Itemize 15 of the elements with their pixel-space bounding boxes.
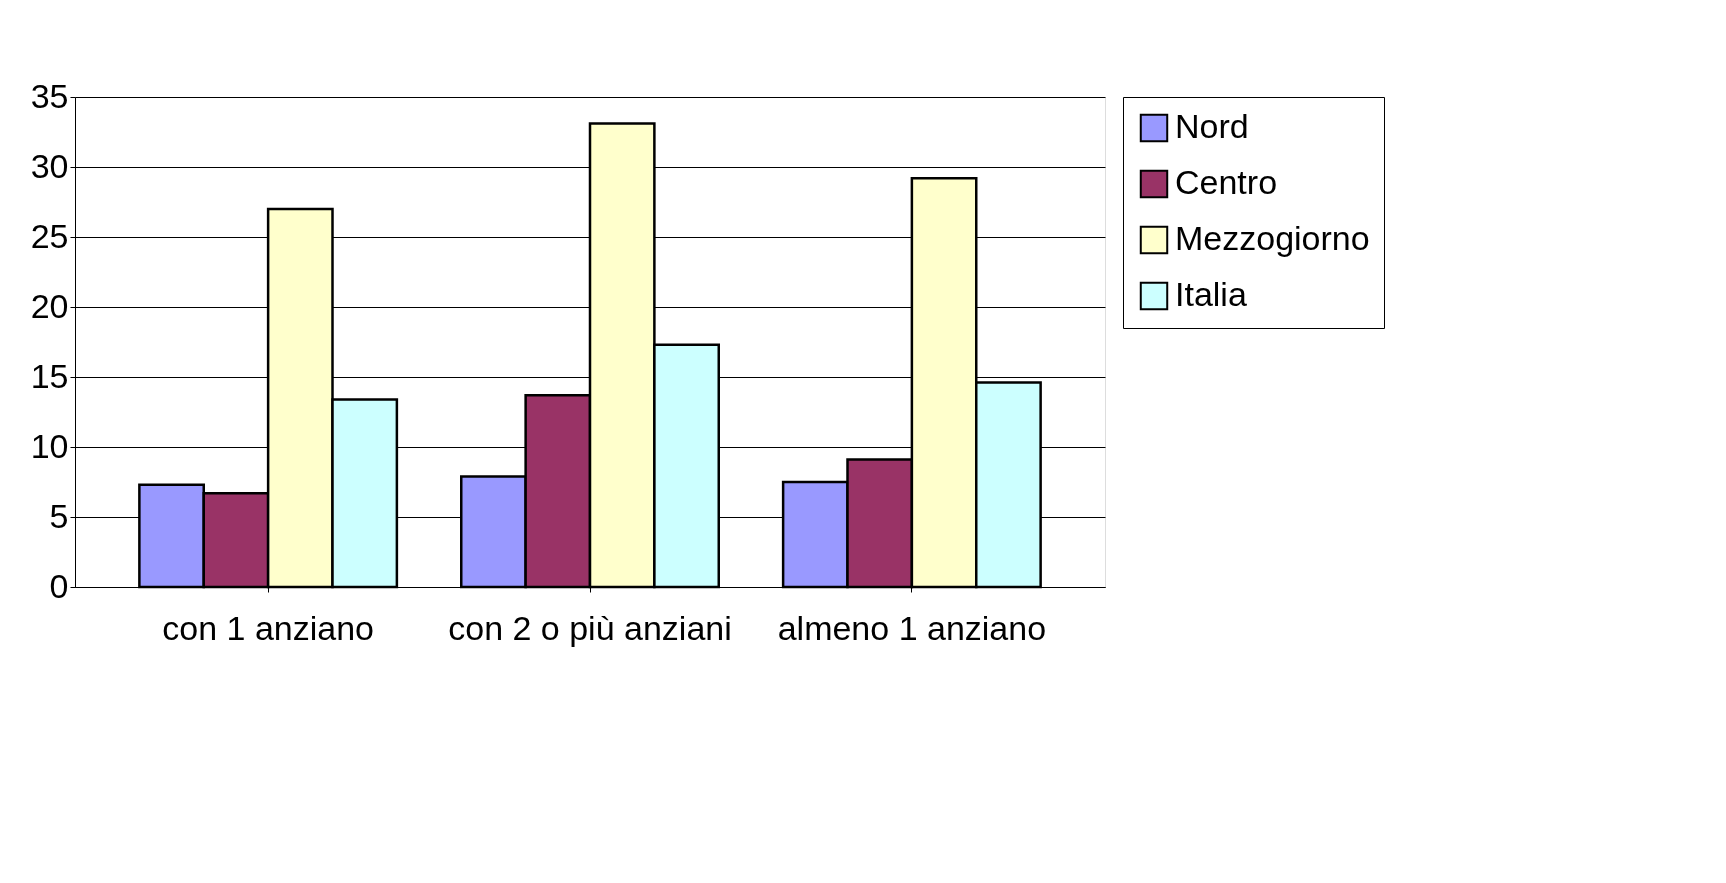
y-tick-label: 5 xyxy=(49,496,69,535)
y-tick-label: 10 xyxy=(30,426,69,465)
y-tick-label: 20 xyxy=(30,286,69,325)
legend-label: Centro xyxy=(1175,163,1278,201)
legend-label: Nord xyxy=(1175,107,1249,145)
x-tick-label: almeno 1 anziano xyxy=(777,608,1047,647)
y-tick-label: 35 xyxy=(30,76,69,115)
legend-label: Italia xyxy=(1175,275,1247,313)
y-tick-label: 0 xyxy=(49,566,69,605)
y-tick-label: 25 xyxy=(30,216,69,255)
legend-label: Mezzogiorno xyxy=(1175,219,1370,257)
x-tick-label: con 1 anziano xyxy=(162,608,374,647)
y-tick-label: 15 xyxy=(30,356,69,395)
y-tick-label: 30 xyxy=(30,146,69,185)
x-tick-label: con 2 o più anziani xyxy=(448,608,732,647)
